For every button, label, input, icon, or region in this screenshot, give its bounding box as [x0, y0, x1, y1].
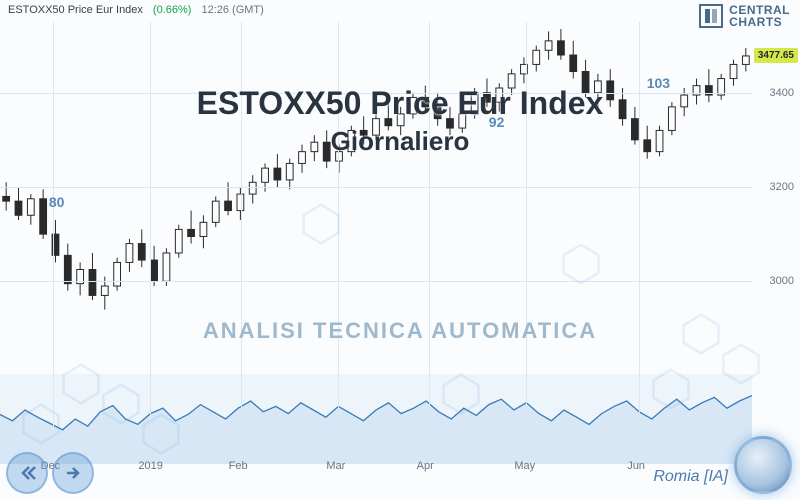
x-tick: Apr	[417, 460, 434, 472]
corner-buttons	[6, 452, 94, 494]
bg-hexagon	[60, 360, 102, 408]
author-avatar[interactable]	[734, 436, 792, 494]
chart-header: ESTOXX50 Price Eur Index (0.66%) 12:26 (…	[0, 0, 800, 20]
nav-back-button[interactable]	[6, 452, 48, 494]
logo-icon	[699, 4, 723, 28]
x-tick: Mar	[326, 460, 345, 472]
bg-hexagon	[20, 400, 62, 448]
instrument-name: ESTOXX50 Price Eur Index	[8, 4, 143, 16]
brand-logo: CENTRAL CHARTS	[699, 4, 790, 28]
oscillator-label: 103	[647, 75, 670, 91]
oscillator-label: 92	[489, 114, 505, 130]
bg-hexagon	[720, 340, 762, 388]
bg-hexagon	[650, 365, 692, 413]
pct-change: (0.66%)	[153, 4, 192, 16]
y-tick: 3000	[770, 275, 794, 287]
bg-hexagon	[140, 410, 182, 458]
bg-hexagon	[100, 380, 142, 428]
nav-forward-button[interactable]	[52, 452, 94, 494]
bg-hexagon	[560, 240, 602, 288]
oscillator-label: 80	[49, 194, 65, 210]
bg-hexagon	[440, 370, 482, 418]
bg-hexagon	[300, 200, 342, 248]
x-axis: Dec2019FebMarAprMayJun	[0, 452, 752, 472]
y-tick: 3200	[770, 181, 794, 193]
x-tick: 2019	[138, 460, 162, 472]
y-tick: 3400	[770, 87, 794, 99]
logo-line2: CHARTS	[729, 16, 790, 28]
logo-text: CENTRAL CHARTS	[729, 4, 790, 28]
current-price-tag: 3477.65	[754, 48, 798, 63]
bg-hexagon	[680, 310, 722, 358]
x-tick: May	[514, 460, 535, 472]
x-tick: Feb	[229, 460, 248, 472]
x-tick: Jun	[627, 460, 645, 472]
author-label: Romia [IA]	[653, 468, 728, 486]
timestamp: 12:26 (GMT)	[201, 4, 263, 16]
